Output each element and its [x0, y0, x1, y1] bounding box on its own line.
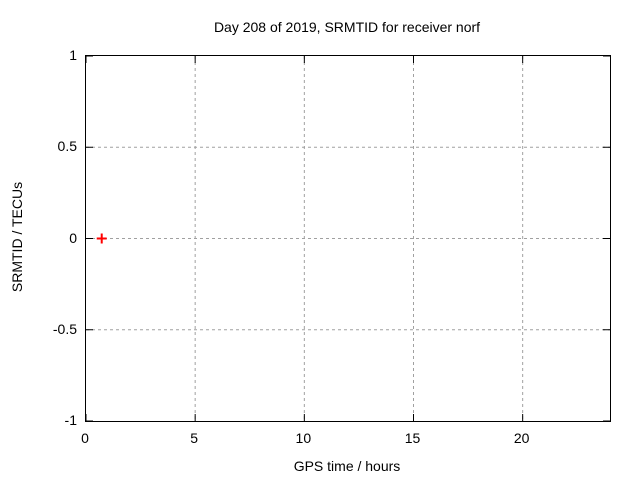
x-tick-label: 0	[81, 430, 89, 446]
y-tick-label: 0.5	[57, 138, 77, 155]
plot-area	[85, 55, 611, 422]
y-tick-label: -1	[64, 412, 77, 428]
plot-canvas	[86, 56, 610, 421]
y-tick-label: 0	[69, 229, 77, 246]
y-tick-label: 1	[69, 47, 77, 63]
x-tick-label: 5	[190, 430, 199, 446]
x-tick-label: 15	[404, 430, 421, 446]
y-tick-label: -0.5	[52, 320, 77, 337]
x-axis-title: GPS time / hours	[293, 458, 401, 474]
x-tick-label: 20	[513, 430, 530, 446]
x-tick-label: 10	[295, 430, 312, 446]
chart-title: Day 208 of 2019, SRMTID for receiver nor…	[213, 19, 481, 35]
